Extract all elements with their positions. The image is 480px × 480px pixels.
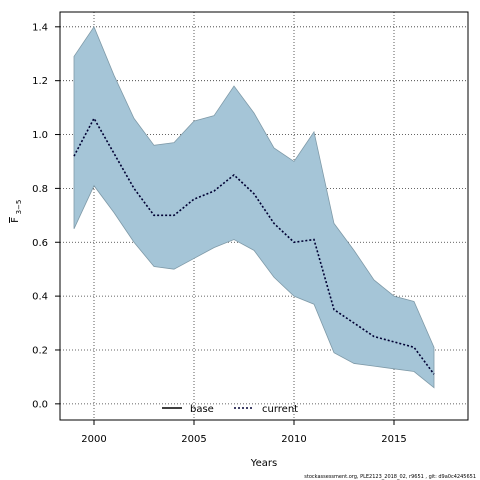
x-tick-label-2000: 2000 [81, 434, 106, 445]
x-tick-label-2015: 2015 [381, 434, 406, 445]
legend: base current [162, 404, 298, 415]
legend-label-base: base [190, 404, 214, 415]
y-axis-title-main: F [10, 217, 21, 223]
footer-credit: stockassessment.org, PLE2123_2018_02, r9… [304, 474, 476, 480]
y-tick-label-1: 0.2 [32, 345, 48, 356]
y-tick-label-4: 0.8 [32, 184, 48, 195]
x-tick-label-2010: 2010 [281, 434, 306, 445]
y-tick-label-0: 0.0 [32, 399, 48, 410]
y-tick-label-6: 1.2 [32, 76, 48, 87]
y-tick-label-2: 0.4 [32, 292, 48, 303]
legend-label-current: current [262, 404, 298, 415]
y-axis-title: F 3−5 [10, 200, 23, 223]
y-axis-title-subscript: 3−5 [15, 200, 23, 215]
x-axis: 2000 2005 2010 2015 [81, 420, 407, 445]
x-axis-title: Years [250, 458, 277, 469]
y-tick-label-5: 1.0 [32, 130, 48, 141]
y-axis: 0.0 0.2 0.4 0.6 0.8 1.0 1.2 1.4 [32, 22, 60, 410]
series-line-current [73, 116, 435, 375]
y-tick-label-7: 1.4 [32, 22, 48, 33]
x-tick-label-2005: 2005 [181, 434, 206, 445]
confidence-band [73, 25, 435, 389]
y-tick-label-3: 0.6 [32, 238, 48, 249]
plot-frame [59, 11, 469, 421]
